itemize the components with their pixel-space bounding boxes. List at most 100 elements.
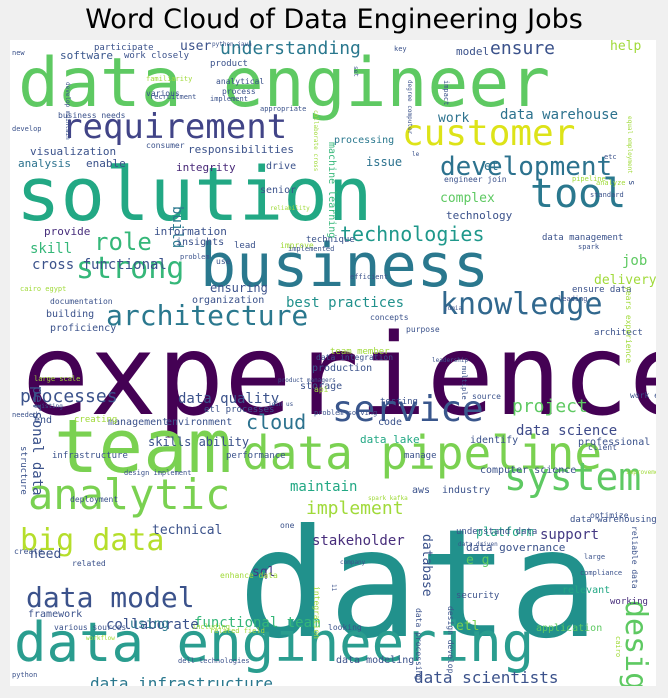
word-189: degree computer — [406, 80, 413, 135]
word-18: data model — [26, 581, 195, 614]
word-10: tool — [530, 171, 627, 217]
word-115: team member — [330, 347, 390, 357]
word-78: production — [312, 363, 373, 374]
word-87: professional — [578, 437, 651, 448]
word-118: source — [472, 392, 501, 401]
word-70: analysis — [18, 157, 71, 170]
word-135: work environment — [630, 391, 656, 400]
word-195: 11 — [330, 584, 337, 592]
word-62: software — [60, 49, 113, 62]
word-71: enable — [86, 157, 126, 170]
word-67: processing — [334, 135, 395, 146]
word-106: analytical — [216, 77, 265, 86]
word-121: structure — [18, 446, 28, 495]
word-164: s — [626, 180, 636, 186]
word-53: delivery — [594, 273, 656, 288]
word-149: problem — [180, 253, 210, 261]
word-109: business needs — [58, 111, 126, 120]
word-60: et — [484, 159, 499, 173]
word-151: product managers — [278, 377, 336, 384]
word-107: process — [222, 87, 256, 96]
word-120: creating — [74, 415, 118, 425]
word-126: deployment — [70, 495, 119, 504]
word-44: job — [622, 253, 648, 269]
word-23: data scientists — [414, 668, 559, 686]
word-154: improvement — [626, 469, 656, 476]
word-27: data warehouse — [500, 107, 619, 123]
word-1: experience — [22, 311, 656, 441]
word-193: various — [146, 89, 180, 98]
word-145: technique — [306, 235, 355, 245]
word-66: framework — [28, 609, 83, 620]
word-50: using — [130, 617, 170, 632]
word-122: infrastructure — [52, 451, 128, 461]
word-104: product — [210, 59, 248, 69]
word-88: computer science — [480, 465, 577, 476]
word-59: issue — [366, 155, 403, 169]
word-192: develop maintain — [64, 82, 71, 140]
word-147: lead — [234, 241, 256, 251]
word-43: skill — [30, 241, 73, 257]
word-74: provide — [44, 225, 91, 238]
word-186: related field — [210, 627, 265, 635]
word-194: le — [412, 151, 420, 158]
word-101: senior — [260, 185, 297, 196]
word-58: data governance — [466, 541, 566, 554]
word-35: cross functional — [32, 257, 167, 273]
word-9: customer — [402, 113, 576, 154]
word-102: ensuring — [210, 281, 268, 295]
word-175: cairo — [614, 636, 622, 658]
word-29: processes — [20, 386, 118, 407]
word-173: reliability — [270, 205, 310, 212]
word-25: ensure — [490, 40, 556, 59]
word-56: database — [419, 534, 434, 597]
word-85: code — [378, 417, 403, 428]
word-130: looking — [328, 623, 362, 632]
word-46: work — [438, 111, 470, 126]
word-33: implement — [306, 498, 404, 519]
word-146: improve — [280, 241, 314, 250]
word-184: workflow — [86, 635, 115, 642]
word-136: new — [12, 49, 25, 57]
word-127: create — [14, 547, 43, 556]
word-168: engineer join — [444, 175, 507, 184]
word-174: pipeline — [572, 175, 606, 183]
word-181: company — [340, 559, 366, 566]
word-64: data lake — [360, 433, 420, 446]
word-160: integration — [312, 586, 321, 639]
word-63: model — [456, 45, 490, 58]
word-73: drive — [266, 161, 297, 172]
word-129: various sources — [54, 623, 127, 632]
word-157: enhance data — [220, 571, 278, 580]
word-2: data engineer — [18, 44, 551, 123]
word-61: technology — [446, 209, 513, 222]
word-139: python java — [212, 41, 252, 48]
word-36: functional team — [194, 615, 321, 631]
word-161: data processing — [414, 608, 423, 681]
word-31: best practices — [286, 295, 405, 311]
word-163: skills ability — [148, 435, 250, 449]
word-4: business — [200, 231, 489, 301]
word-111: concepts — [370, 313, 409, 322]
word-37: stakeholder — [312, 533, 405, 549]
word-183: problem solving — [314, 409, 378, 417]
word-179: large scale — [34, 375, 81, 383]
word-32: data quality — [178, 391, 280, 407]
word-cloud: data experience data engineer solution busin… — [10, 40, 656, 686]
word-190: equal employment — [626, 116, 633, 174]
word-103: work closely — [124, 51, 190, 61]
word-92: security — [456, 591, 500, 601]
word-14: knowledge — [440, 287, 603, 322]
word-55: etl — [456, 619, 480, 634]
word-180: spark kafka — [368, 495, 408, 502]
word-131: optimize — [590, 511, 629, 520]
word-17: big data — [20, 523, 165, 558]
word-144: leading — [558, 295, 588, 303]
word-140: key — [394, 45, 407, 53]
word-57: platform — [476, 525, 534, 539]
word-5: team — [54, 404, 233, 490]
word-177: needed — [12, 411, 38, 419]
word-16: design — [618, 600, 653, 686]
word-6: data engineering — [14, 611, 535, 674]
word-48: help — [610, 40, 642, 54]
